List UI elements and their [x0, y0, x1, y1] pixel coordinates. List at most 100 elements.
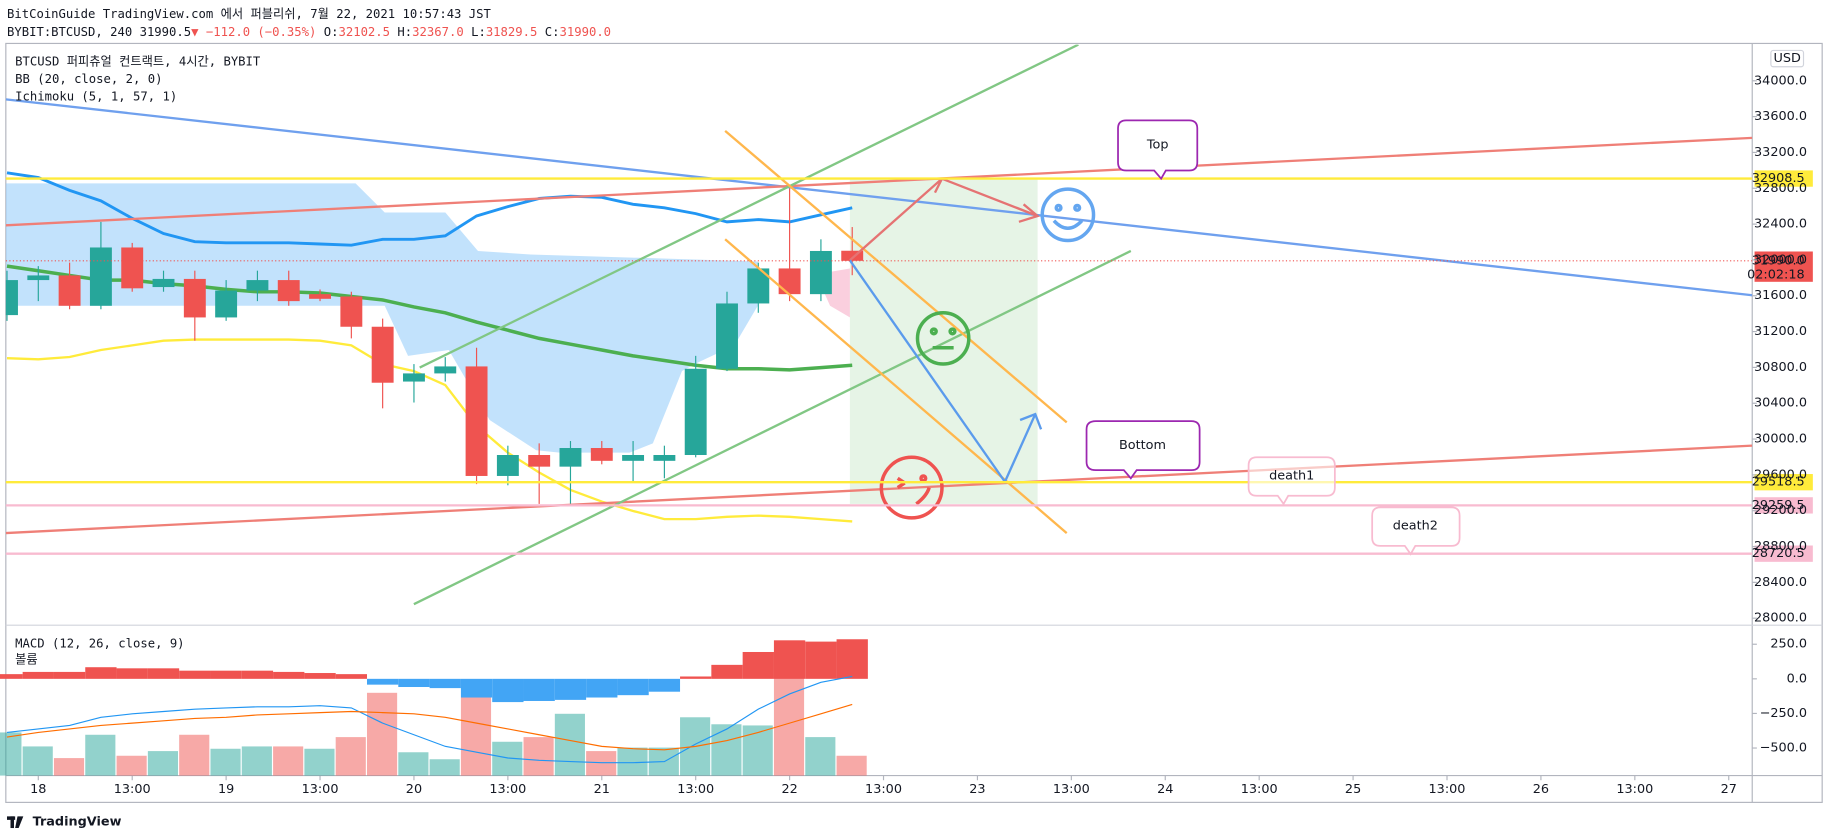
macd-histogram	[523, 678, 555, 701]
last-price-timer: 02:02:18	[1747, 267, 1805, 282]
trendline	[724, 238, 1068, 534]
callout-text: Top	[1146, 137, 1169, 152]
macd-histogram	[273, 671, 305, 679]
legend-indicator: BB (20, close, 2, 0)	[15, 72, 162, 86]
x-tick-label: 13:00	[489, 782, 526, 797]
volume-bar	[273, 746, 304, 776]
candle-body	[716, 303, 738, 369]
volume-bar	[22, 746, 53, 776]
volume-bar	[617, 747, 648, 776]
candle-body	[465, 366, 488, 476]
callout-text: death1	[1269, 468, 1314, 483]
volume-bar	[836, 755, 867, 776]
y-tick-label: 28800.0	[1754, 539, 1807, 554]
macd-histogram	[554, 678, 587, 700]
ohlc-key: L:	[471, 24, 486, 38]
volume-bar	[179, 734, 210, 776]
x-tick-label: 13:00	[1429, 782, 1466, 797]
arrow-head	[1019, 412, 1043, 430]
level-label-box	[1754, 545, 1813, 562]
x-tick-label: 13:00	[677, 782, 714, 797]
x-tick-label: 19	[218, 782, 234, 797]
volume-bar	[711, 724, 742, 776]
volume-bar	[805, 737, 836, 776]
volume-bar	[429, 759, 460, 776]
volume-bar	[586, 751, 617, 776]
y-tick-label: 32400.0	[1754, 217, 1807, 232]
y-tick-label: 250.0	[1770, 637, 1807, 652]
x-tick-label: 20	[406, 782, 422, 797]
y-tick-label: 32800.0	[1754, 181, 1807, 196]
trendline	[413, 249, 1132, 606]
y-tick-label: 34000.0	[1754, 73, 1807, 88]
macd-histogram	[492, 678, 524, 703]
change: ▼ −112.0 (−0.35%)	[191, 24, 316, 38]
macd-histogram	[460, 678, 493, 698]
macd-histogram	[22, 671, 54, 679]
x-tick-label: 25	[1345, 782, 1361, 797]
macd-histogram	[53, 671, 86, 679]
macd-histogram	[617, 678, 649, 696]
legend-indicator: Ichimoku (5, 1, 57, 1)	[15, 90, 177, 104]
signal-line	[6, 703, 853, 751]
macd-histogram	[398, 678, 430, 688]
candle-body	[215, 290, 238, 318]
macd-histogram	[179, 670, 211, 679]
macd-histogram	[304, 673, 336, 679]
ohlc-line: BYBIT:BTCUSD, 240 31990.5▼ −112.0 (−0.35…	[7, 24, 611, 38]
y-tick-label: 33200.0	[1754, 145, 1807, 160]
y-tick-label: −250.0	[1760, 706, 1807, 721]
candle-body	[89, 247, 112, 306]
ohlc-key: O:	[324, 24, 339, 38]
volume-bar	[0, 732, 22, 776]
y-tick-label: 30000.0	[1754, 432, 1807, 447]
volume-bar	[147, 751, 179, 776]
smiley-sad	[879, 455, 944, 520]
last-price-label: 31990.0	[1752, 253, 1805, 268]
unit-box	[1770, 49, 1805, 68]
volume-bar	[742, 725, 773, 776]
volume-bar	[398, 752, 429, 776]
candle-body	[622, 455, 645, 461]
candle-body	[402, 373, 425, 382]
legend-title: BTCUSD 퍼피츄얼 컨트랙트, 4시간, BYBIT	[15, 55, 261, 69]
footer-brand: TradingView	[33, 815, 122, 830]
level-label-box	[1754, 497, 1813, 514]
volume-bar	[210, 748, 241, 776]
candle-body	[183, 278, 206, 318]
macd-histogram	[742, 651, 774, 679]
x-tick-label: 27	[1721, 782, 1737, 797]
level-label: 29259.5	[1752, 498, 1805, 513]
macd-histogram	[586, 678, 618, 698]
footer-logo	[6, 816, 24, 829]
arrow-head	[1018, 203, 1040, 223]
volume-bar	[241, 746, 272, 776]
callout-box	[1371, 506, 1461, 556]
band-line	[6, 171, 853, 247]
level-label-box	[1754, 474, 1813, 491]
macd-histogram	[147, 668, 180, 679]
y-tick-label: −500.0	[1760, 741, 1807, 756]
volume-bar	[554, 713, 585, 776]
smiley-happy	[1040, 187, 1096, 243]
callout-text: Bottom	[1119, 438, 1166, 453]
volume-bar	[335, 737, 366, 776]
volume-bar	[116, 755, 147, 776]
candle-body	[5, 280, 18, 316]
candle-body	[590, 448, 613, 461]
symbol: BYBIT:BTCUSD, 240	[7, 24, 132, 38]
x-tick-label: 13:00	[865, 782, 902, 797]
candle-body	[841, 250, 864, 261]
macd-histogram	[805, 641, 837, 679]
callouts: Top Bottom death1 death2	[1085, 119, 1461, 556]
macd-histogram	[210, 670, 242, 679]
candle-body	[434, 366, 457, 374]
candle-body	[747, 268, 770, 304]
callout-box	[1085, 420, 1201, 480]
candle-body	[653, 455, 676, 461]
volume-bar	[460, 697, 492, 776]
candle-body	[121, 247, 144, 289]
trendline	[5, 444, 1753, 535]
ohlc-key: H:	[397, 24, 412, 38]
